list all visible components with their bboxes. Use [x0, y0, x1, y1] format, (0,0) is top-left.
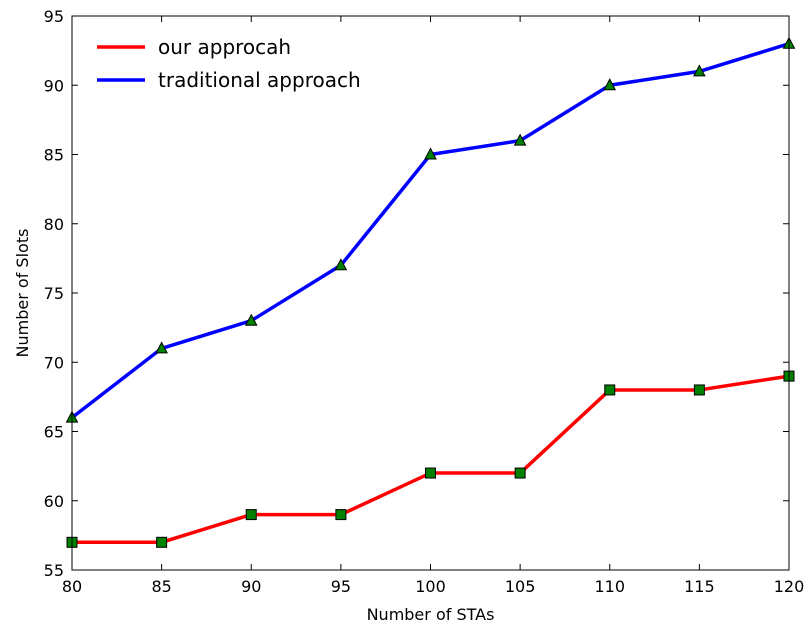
plot-frame	[71, 15, 790, 571]
legend-label: traditional approach	[158, 68, 361, 92]
y-tick-label: 55	[44, 561, 64, 580]
y-tick-label: 95	[44, 7, 64, 26]
y-tick-label: 75	[44, 284, 64, 303]
series-layer	[65, 36, 796, 548]
x-tick-label: 90	[241, 577, 261, 596]
y-tick-label: 85	[44, 146, 64, 165]
x-tick-label: 115	[684, 577, 715, 596]
x-tick-label: 120	[774, 577, 804, 596]
y-tick-label: 60	[44, 492, 64, 511]
x-tick-label: 100	[415, 577, 446, 596]
data-point	[604, 384, 616, 396]
data-point	[155, 341, 168, 354]
data-point	[693, 64, 706, 77]
data-point	[514, 467, 526, 479]
data-point	[335, 509, 347, 521]
axes-layer	[71, 15, 790, 571]
y-tick-label: 90	[44, 76, 64, 95]
data-point	[603, 78, 617, 91]
legend: our approcah traditional approach	[97, 35, 361, 92]
y-tick-label: 65	[44, 423, 64, 442]
series-0	[66, 370, 795, 548]
x-axis-label: Number of STAs	[367, 605, 495, 624]
legend-label: our approcah	[158, 35, 291, 59]
data-point	[245, 509, 257, 521]
series-1	[65, 36, 796, 423]
x-tick-label: 85	[151, 577, 171, 596]
y-tick-label: 70	[44, 353, 64, 372]
series-line	[70, 42, 790, 420]
x-tick-label: 110	[594, 577, 625, 596]
x-tick-label: 105	[505, 577, 536, 596]
data-point	[425, 467, 436, 479]
series-line	[72, 374, 790, 545]
data-point	[693, 384, 705, 396]
x-tick-label: 80	[62, 577, 82, 596]
data-point	[513, 133, 527, 146]
x-tick-label: 95	[331, 577, 351, 596]
data-point	[156, 536, 168, 548]
y-tick-label: 80	[44, 215, 64, 234]
data-point	[334, 258, 348, 271]
y-ticks: 55 60 65 70 75 80 85 90 95	[44, 7, 789, 580]
x-ticks: 80 85 90 95 100 105 110 115 120	[62, 16, 804, 596]
y-axis-label: Number of Slots	[13, 229, 32, 358]
data-point	[244, 313, 258, 326]
data-point	[424, 147, 437, 160]
